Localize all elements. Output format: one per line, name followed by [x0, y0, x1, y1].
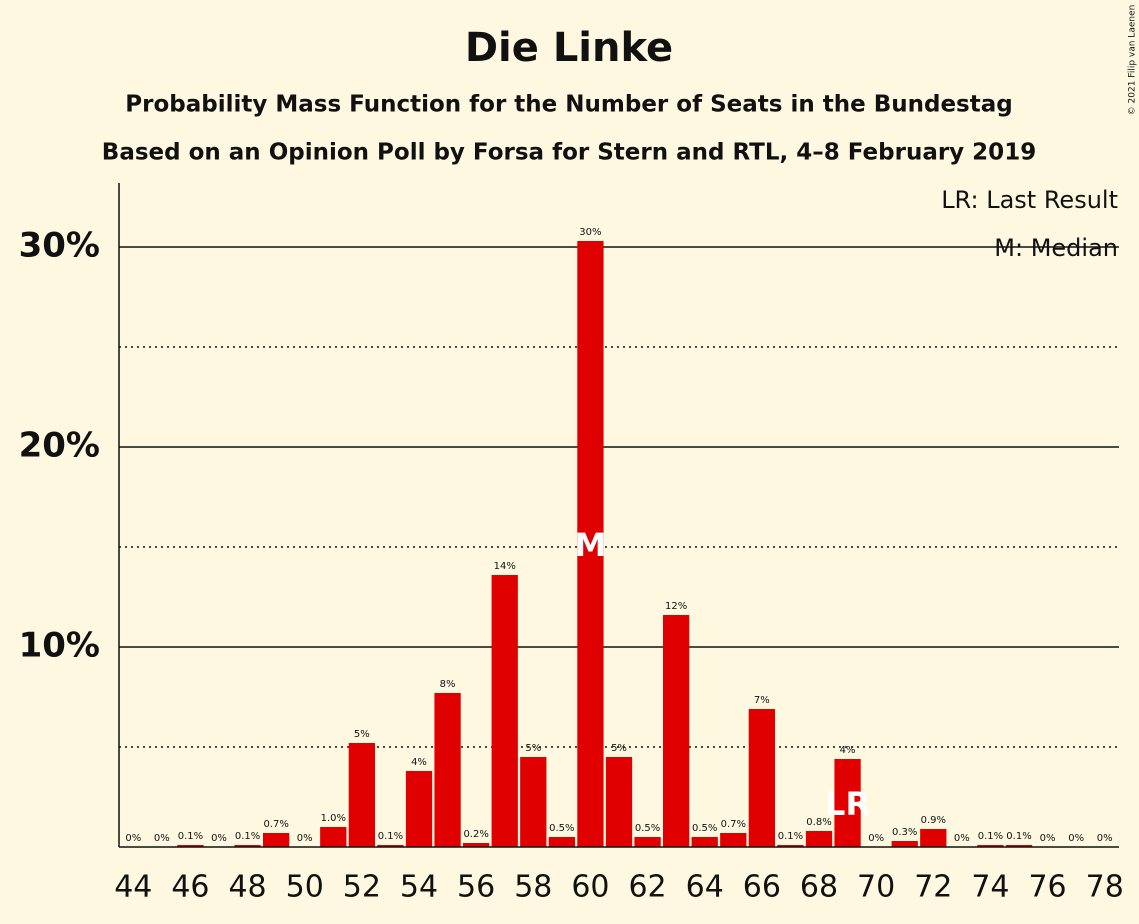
bar: [634, 837, 661, 847]
x-tick-label: 64: [686, 870, 724, 905]
bar: [234, 845, 261, 847]
value-label: 7%: [754, 695, 770, 706]
x-tick-label: 76: [1028, 870, 1066, 905]
value-label: 0.7%: [263, 819, 288, 830]
bar: [491, 575, 518, 847]
x-tick-label: 54: [400, 870, 438, 905]
value-label: 0%: [297, 833, 313, 844]
y-tick-label: 30%: [19, 226, 100, 266]
value-label: 14%: [494, 561, 516, 572]
bar: [920, 829, 947, 847]
bar: [463, 843, 490, 847]
bar: [691, 837, 718, 847]
value-label: 0.1%: [978, 831, 1003, 842]
bar: [720, 833, 747, 847]
value-label: 4%: [411, 757, 427, 768]
x-tick-label: 74: [971, 870, 1009, 905]
x-tick-label: 50: [286, 870, 324, 905]
value-label: 0.8%: [806, 817, 831, 828]
value-label: 5%: [354, 729, 370, 740]
bar: [377, 845, 404, 847]
value-label: 0%: [1068, 833, 1084, 844]
value-label: 0%: [954, 833, 970, 844]
value-label: 8%: [440, 679, 456, 690]
bar: [577, 241, 604, 847]
value-label: 0%: [868, 833, 884, 844]
x-tick-label: 70: [857, 870, 895, 905]
copyright: © 2021 Filip van Laenen: [1128, 5, 1138, 116]
bar: [263, 833, 290, 847]
bar: [977, 845, 1004, 847]
chart-title: Die Linke: [465, 25, 673, 71]
x-tick-label: 46: [171, 870, 209, 905]
x-tick-label: 68: [800, 870, 838, 905]
bar: [663, 615, 690, 847]
value-label: 0%: [1040, 833, 1056, 844]
bar: [605, 757, 633, 847]
x-tick-label: 52: [343, 870, 381, 905]
bar: [320, 827, 347, 847]
value-label: 0.5%: [692, 823, 717, 834]
x-tick-label: 62: [628, 870, 666, 905]
x-tick-label: 48: [228, 870, 266, 905]
value-label: 1.0%: [321, 813, 346, 824]
bar: [177, 845, 204, 847]
legend-entry: M: Median: [994, 234, 1118, 262]
bar: [348, 743, 375, 847]
x-tick-label: 44: [114, 870, 152, 905]
y-tick-label: 10%: [19, 626, 100, 666]
y-tick-label: 20%: [19, 426, 100, 466]
bar: [548, 837, 575, 847]
value-label: 0%: [154, 833, 170, 844]
bar: [520, 757, 547, 847]
value-label: 0.1%: [778, 831, 803, 842]
bar: [777, 845, 804, 847]
value-label: 4%: [840, 745, 856, 756]
bar: [434, 693, 461, 847]
x-tick-label: 72: [914, 870, 952, 905]
value-label: 0.1%: [178, 831, 203, 842]
value-label: 0%: [125, 833, 141, 844]
value-label: 0.7%: [721, 819, 746, 830]
value-label: 5%: [525, 743, 541, 754]
value-label: 0.1%: [235, 831, 260, 842]
x-tick-label: 66: [743, 870, 781, 905]
bar: [1005, 845, 1033, 847]
value-label: 5%: [611, 743, 627, 754]
last-result-marker: LR: [825, 785, 870, 823]
value-label: 0.5%: [635, 823, 660, 834]
bar: [405, 771, 433, 847]
value-label: 12%: [665, 601, 687, 612]
bar: [805, 831, 833, 847]
value-label: 0.2%: [463, 829, 488, 840]
x-tick-label: 60: [571, 870, 609, 905]
value-label: 0%: [1097, 833, 1113, 844]
subtitle: Based on an Opinion Poll by Forsa for St…: [102, 140, 1036, 166]
value-label: 0%: [211, 833, 227, 844]
value-label: 30%: [579, 227, 601, 238]
legend-entry: LR: Last Result: [941, 186, 1118, 214]
value-label: 0.9%: [921, 815, 946, 826]
median-marker: M: [575, 526, 607, 564]
value-label: 0.5%: [549, 823, 574, 834]
x-tick-label: 58: [514, 870, 552, 905]
x-tick-label: 78: [1086, 870, 1124, 905]
bar: [748, 709, 775, 847]
value-label: 0.3%: [892, 827, 917, 838]
x-tick-label: 56: [457, 870, 495, 905]
value-label: 0.1%: [378, 831, 403, 842]
bar: [834, 759, 861, 847]
subtitle: Probability Mass Function for the Number…: [125, 92, 1012, 118]
value-label: 0.1%: [1006, 831, 1031, 842]
bar: [891, 841, 918, 847]
